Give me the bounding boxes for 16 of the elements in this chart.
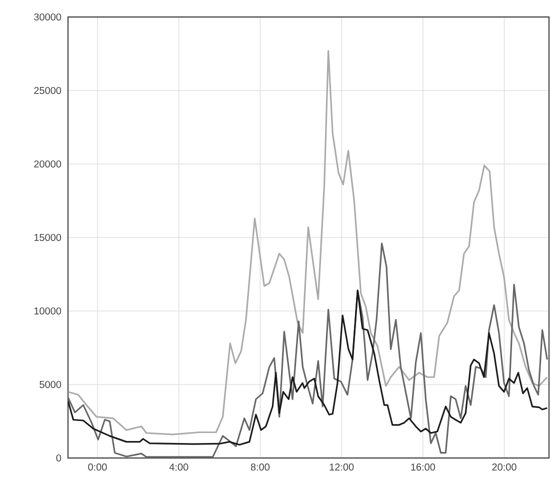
line-series bbox=[68, 290, 548, 446]
x-tick-label: 20:00 bbox=[492, 464, 516, 471]
x-tick-label: 12:00 bbox=[330, 464, 354, 471]
y-tick-label: 25000 bbox=[34, 86, 62, 94]
x-tick-label: 4:00 bbox=[169, 464, 188, 471]
line-series bbox=[68, 50, 548, 436]
x-tick-label: 0:00 bbox=[88, 464, 107, 471]
y-tick-label: 0 bbox=[56, 454, 62, 462]
y-tick-label: 30000 bbox=[34, 13, 62, 21]
x-tick-label: 8:00 bbox=[250, 464, 270, 471]
y-tick-label: 5000 bbox=[40, 380, 62, 388]
line-series bbox=[68, 242, 548, 458]
y-tick-label: 20000 bbox=[34, 160, 62, 168]
y-tick-label: 15000 bbox=[34, 234, 62, 242]
y-tick-label: 10000 bbox=[34, 307, 62, 315]
x-tick-label: 16:00 bbox=[411, 464, 436, 471]
